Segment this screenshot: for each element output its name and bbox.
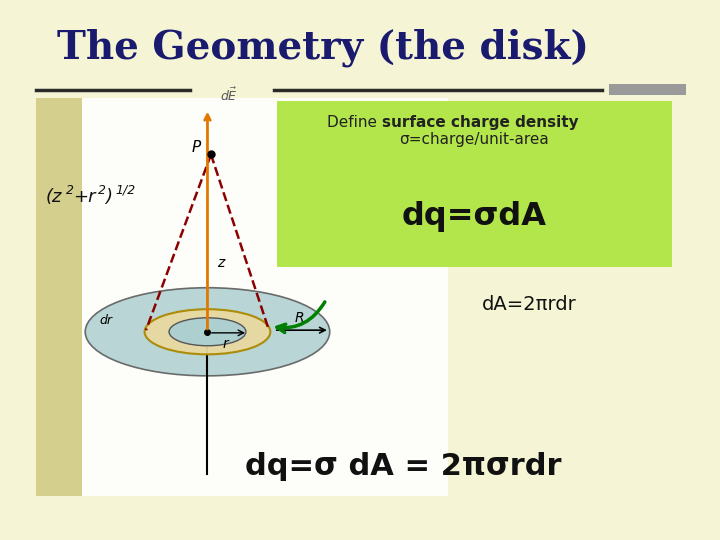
Text: Define: Define (328, 115, 382, 130)
Text: surface charge density: surface charge density (382, 115, 579, 130)
Text: 1/2: 1/2 (115, 184, 135, 197)
Text: dq=σ dA = 2πσrdr: dq=σ dA = 2πσrdr (245, 451, 562, 481)
Ellipse shape (169, 318, 246, 346)
Bar (609, 84, 686, 96)
Text: dq=σdA: dq=σdA (402, 201, 546, 232)
Bar (36, 98, 82, 496)
Bar (277, 101, 672, 267)
Text: 2: 2 (98, 184, 106, 197)
FancyArrowPatch shape (277, 302, 325, 333)
Text: σ=charge/unit-area: σ=charge/unit-area (400, 132, 549, 147)
Text: +r: +r (73, 188, 96, 206)
Text: 2: 2 (66, 184, 74, 197)
Text: (z: (z (45, 188, 62, 206)
Text: ): ) (105, 188, 112, 206)
Text: R: R (294, 311, 305, 325)
Ellipse shape (85, 288, 330, 376)
Text: $d\vec{E}$: $d\vec{E}$ (220, 86, 238, 104)
Text: P: P (192, 140, 201, 156)
Ellipse shape (145, 309, 270, 354)
Text: z: z (217, 256, 225, 271)
Bar (82, 98, 449, 496)
Text: r: r (222, 337, 228, 351)
Text: The Geometry (the disk): The Geometry (the disk) (58, 28, 589, 67)
Text: dr: dr (99, 314, 112, 327)
Text: dA=2πrdr: dA=2πrdr (482, 295, 576, 314)
